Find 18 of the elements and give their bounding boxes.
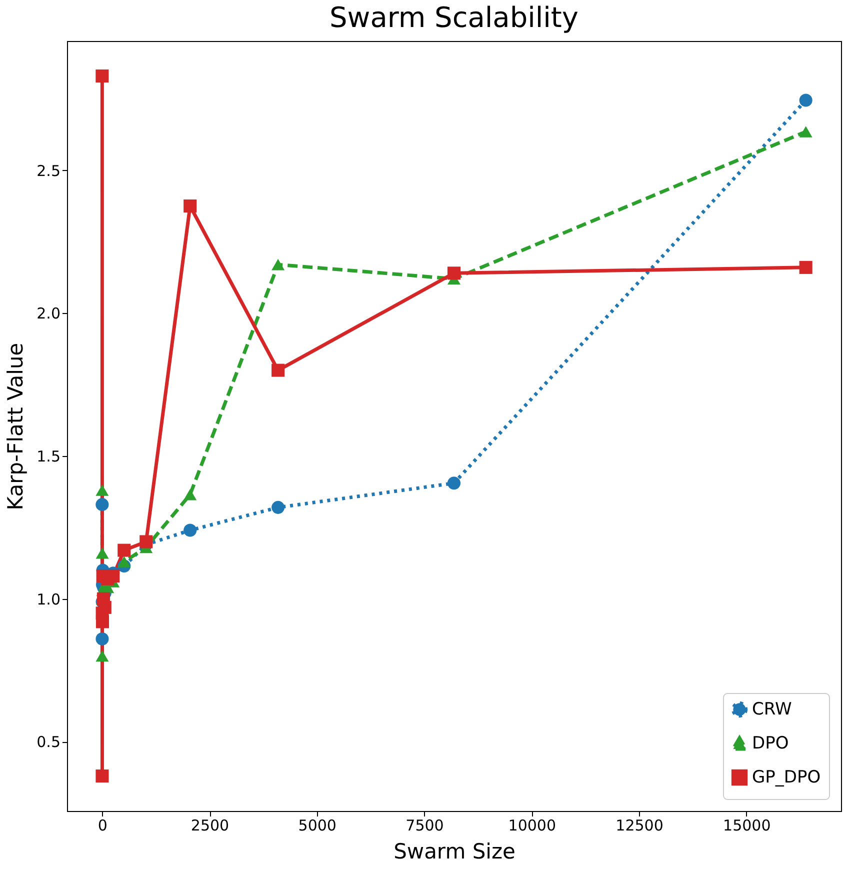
legend-label: GP_DPO [752, 768, 821, 788]
x-tick-label: 5000 [298, 816, 336, 834]
x-tick-label: 7500 [406, 816, 444, 834]
x-tick-label: 2500 [190, 816, 230, 834]
legend-label: DPO [752, 734, 789, 754]
y-tick-label: 2.5 [36, 162, 60, 180]
x-tick-label: 10000 [508, 816, 556, 834]
y-tick-label: 0.5 [36, 733, 60, 752]
x-tick-label: 0 [98, 816, 108, 834]
y-tick-label: 1.0 [36, 590, 60, 608]
y-axis-title: Karp-Flatt Value [4, 342, 28, 510]
y-tick-label: 2.0 [36, 304, 60, 323]
x-tick-label: 15000 [723, 816, 771, 834]
x-axis-title: Swarm Size [394, 840, 516, 864]
chart-title: Swarm Scalability [330, 1, 578, 34]
y-tick-label: 1.5 [36, 448, 60, 466]
x-tick-label: 12500 [616, 816, 664, 834]
legend-label: CRW [752, 700, 792, 720]
